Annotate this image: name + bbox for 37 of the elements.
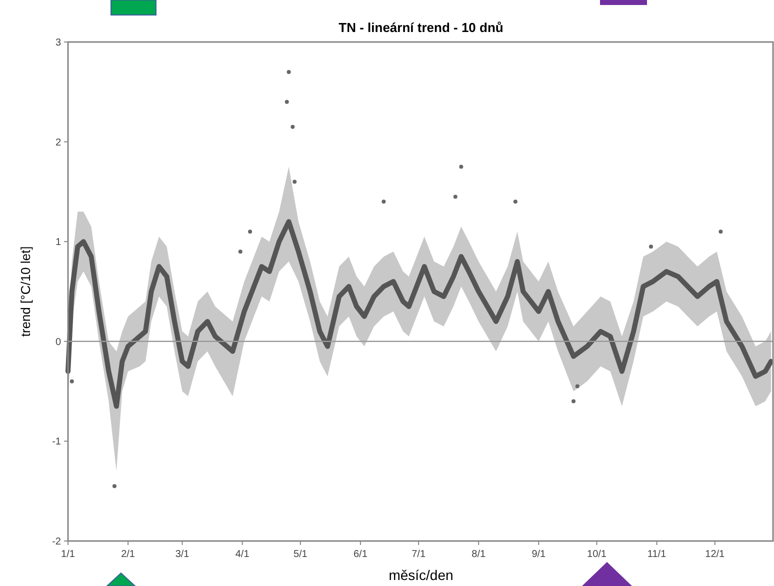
x-tick-label: 11/1 bbox=[647, 549, 667, 560]
point bbox=[290, 124, 295, 129]
x-tick-label: 7/1 bbox=[412, 549, 426, 560]
y-tick-label: 1 bbox=[55, 237, 62, 248]
point bbox=[238, 250, 242, 254]
x-tick-label: 12/1 bbox=[705, 549, 726, 560]
x-axis-title: měsíc/den bbox=[388, 567, 454, 583]
point bbox=[70, 379, 74, 384]
point bbox=[286, 70, 291, 74]
x-tick-label: 3/1 bbox=[175, 549, 190, 560]
y-tick-label: 3 bbox=[55, 38, 62, 48]
point bbox=[575, 384, 580, 388]
x-tick-label: 1/1 bbox=[61, 549, 76, 560]
point bbox=[284, 100, 289, 104]
point bbox=[718, 230, 723, 234]
point bbox=[382, 200, 386, 204]
x-tick-label: 9/1 bbox=[532, 549, 546, 560]
point bbox=[648, 244, 653, 249]
y-tick-label: 0 bbox=[55, 336, 62, 348]
y-tick-label: -1 bbox=[52, 436, 62, 448]
x-tick-label: 8/1 bbox=[472, 549, 486, 560]
point bbox=[292, 180, 297, 184]
point bbox=[459, 164, 464, 169]
x-tick-label: 5/1 bbox=[293, 549, 308, 560]
x-tick-label: 4/1 bbox=[235, 549, 250, 560]
x-tick-label: 6/1 bbox=[354, 549, 368, 560]
point bbox=[453, 194, 458, 199]
y-tick-label: -2 bbox=[52, 536, 62, 548]
x-tick-label: 10/1 bbox=[587, 549, 607, 560]
point bbox=[248, 230, 252, 234]
x-tick-label: 2/1 bbox=[121, 549, 136, 560]
point bbox=[112, 484, 116, 488]
point bbox=[513, 200, 518, 204]
y-axis-title: trend [°C/10 let] bbox=[18, 246, 33, 337]
y-tick-label: 2 bbox=[55, 137, 62, 148]
point bbox=[572, 399, 576, 404]
chart-title: TN - lineární trend - 10 dnů bbox=[338, 20, 504, 35]
